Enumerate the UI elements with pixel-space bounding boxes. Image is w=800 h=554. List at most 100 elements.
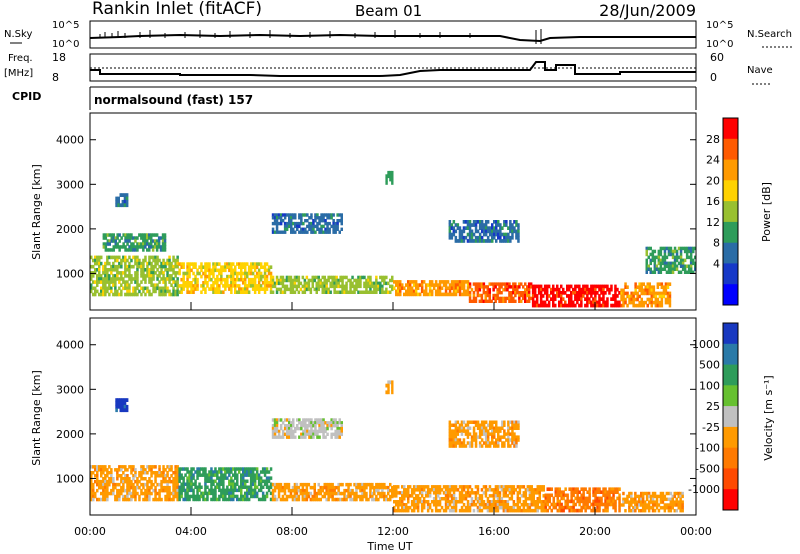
- heatmap-cell: [314, 432, 317, 436]
- heatmap-cell: [154, 497, 157, 502]
- heatmap-cell: [375, 284, 378, 289]
- heatmap-cell: [594, 297, 597, 301]
- heatmap-cell: [174, 465, 177, 469]
- heatmap-cell: [651, 503, 655, 507]
- heatmap-cell: [118, 280, 121, 284]
- heatmap-cell: [275, 426, 279, 431]
- heatmap-cell: [341, 281, 344, 286]
- heatmap-cell: [154, 488, 157, 493]
- heatmap-cell: [186, 479, 189, 483]
- heatmap-cell: [540, 503, 543, 507]
- heatmap-cell: [416, 286, 420, 290]
- heatmap-cell: [283, 497, 287, 502]
- heatmap-cell: [226, 470, 229, 474]
- heatmap-cell: [351, 488, 354, 493]
- heatmap-cell: [524, 494, 528, 498]
- heatmap-cell: [265, 287, 269, 291]
- heatmap-cell: [253, 494, 257, 499]
- heatmap-cell: [108, 280, 111, 284]
- heatmap-cell: [576, 291, 579, 295]
- heatmap-cell: [357, 275, 360, 280]
- heatmap-cell: [608, 490, 611, 494]
- heatmap-cell: [128, 268, 131, 272]
- heatmap-cell: [610, 487, 613, 491]
- heatmap-cell: [389, 488, 392, 493]
- heatmap-cell: [94, 468, 97, 472]
- heatmap-cell: [448, 423, 452, 427]
- heatmap-cell: [198, 473, 201, 477]
- heatmap-cell: [484, 296, 487, 301]
- heatmap-cell: [552, 287, 555, 292]
- heatmap-cell: [172, 497, 175, 502]
- heatmap-cell: [291, 278, 295, 283]
- heatmap-cell: [152, 255, 155, 260]
- heatmap-cell: [647, 255, 650, 260]
- heatmap-cell: [338, 435, 341, 439]
- heatmap-cell: [668, 303, 672, 308]
- heatmap-cell: [509, 432, 512, 436]
- heatmap-cell: [142, 268, 145, 272]
- heatmap-cell: [666, 285, 670, 289]
- heatmap-cell: [552, 294, 555, 298]
- heatmap-cell: [134, 248, 137, 252]
- heatmap-cell: [292, 435, 295, 439]
- heatmap-cell: [616, 490, 619, 494]
- heatmap-cell: [321, 275, 324, 280]
- heatmap-cell: [580, 493, 583, 498]
- heatmap-cell: [408, 283, 412, 287]
- heatmap-cell: [584, 487, 587, 491]
- heatmap-cell: [474, 444, 478, 448]
- heatmap-cell: [600, 303, 603, 308]
- heatmap-cell: [655, 503, 659, 507]
- heatmap-cell: [112, 292, 115, 297]
- heatmap-cell: [436, 488, 440, 492]
- heatmap-cell: [156, 277, 159, 281]
- heatmap-cell: [224, 467, 227, 471]
- heatmap-cell: [194, 265, 197, 269]
- heatmap-cell: [458, 283, 462, 287]
- heatmap-cell: [120, 468, 123, 472]
- heatmap-cell: [281, 421, 285, 425]
- heatmap-cell: [285, 213, 289, 217]
- heatmap-cell: [497, 435, 500, 439]
- heatmap-cell: [271, 213, 275, 217]
- heatmap-cell: [434, 280, 438, 284]
- heatmap-cell: [638, 494, 641, 499]
- heatmap-cell: [192, 497, 195, 502]
- heatmap-cell: [434, 508, 438, 513]
- heatmap-cell: [158, 494, 161, 499]
- heatmap-cell: [647, 491, 651, 496]
- heatmap-cell: [238, 485, 241, 489]
- heatmap-cell: [511, 423, 514, 427]
- heatmap-cell: [681, 267, 685, 271]
- heatmap-cell: [582, 284, 585, 289]
- heatmap-cell: [560, 505, 563, 510]
- heatmap-cell: [162, 465, 165, 469]
- heatmap-cell: [96, 474, 99, 478]
- heatmap-cell: [244, 290, 247, 294]
- heatmap-cell: [681, 246, 685, 251]
- heatmap-cell: [275, 418, 279, 422]
- heatmap-cell: [291, 284, 295, 289]
- heatmap-cell: [491, 420, 494, 424]
- heatmap-cell: [556, 496, 559, 501]
- heatmap-cell: [689, 252, 693, 257]
- heatmap-cell: [375, 281, 378, 286]
- heatmap-cell: [340, 216, 343, 220]
- heatmap-cell: [275, 429, 279, 434]
- heatmap-cell: [182, 482, 185, 486]
- heatmap-cell: [202, 491, 205, 496]
- heatmap-cell: [649, 252, 652, 257]
- heatmap-cell: [184, 271, 187, 276]
- heatmap-cell: [304, 435, 307, 439]
- heatmap-cell: [92, 494, 95, 499]
- heatmap-cell: [414, 503, 418, 507]
- heatmap-cell: [180, 473, 183, 477]
- heatmap-cell: [320, 224, 323, 229]
- heatmap-cell: [222, 473, 225, 477]
- heatmap-cell: [130, 233, 133, 237]
- heatmap-cell: [669, 270, 673, 274]
- heatmap-cell: [291, 488, 295, 493]
- heatmap-cell: [108, 465, 111, 469]
- heatmap-cell: [430, 283, 434, 287]
